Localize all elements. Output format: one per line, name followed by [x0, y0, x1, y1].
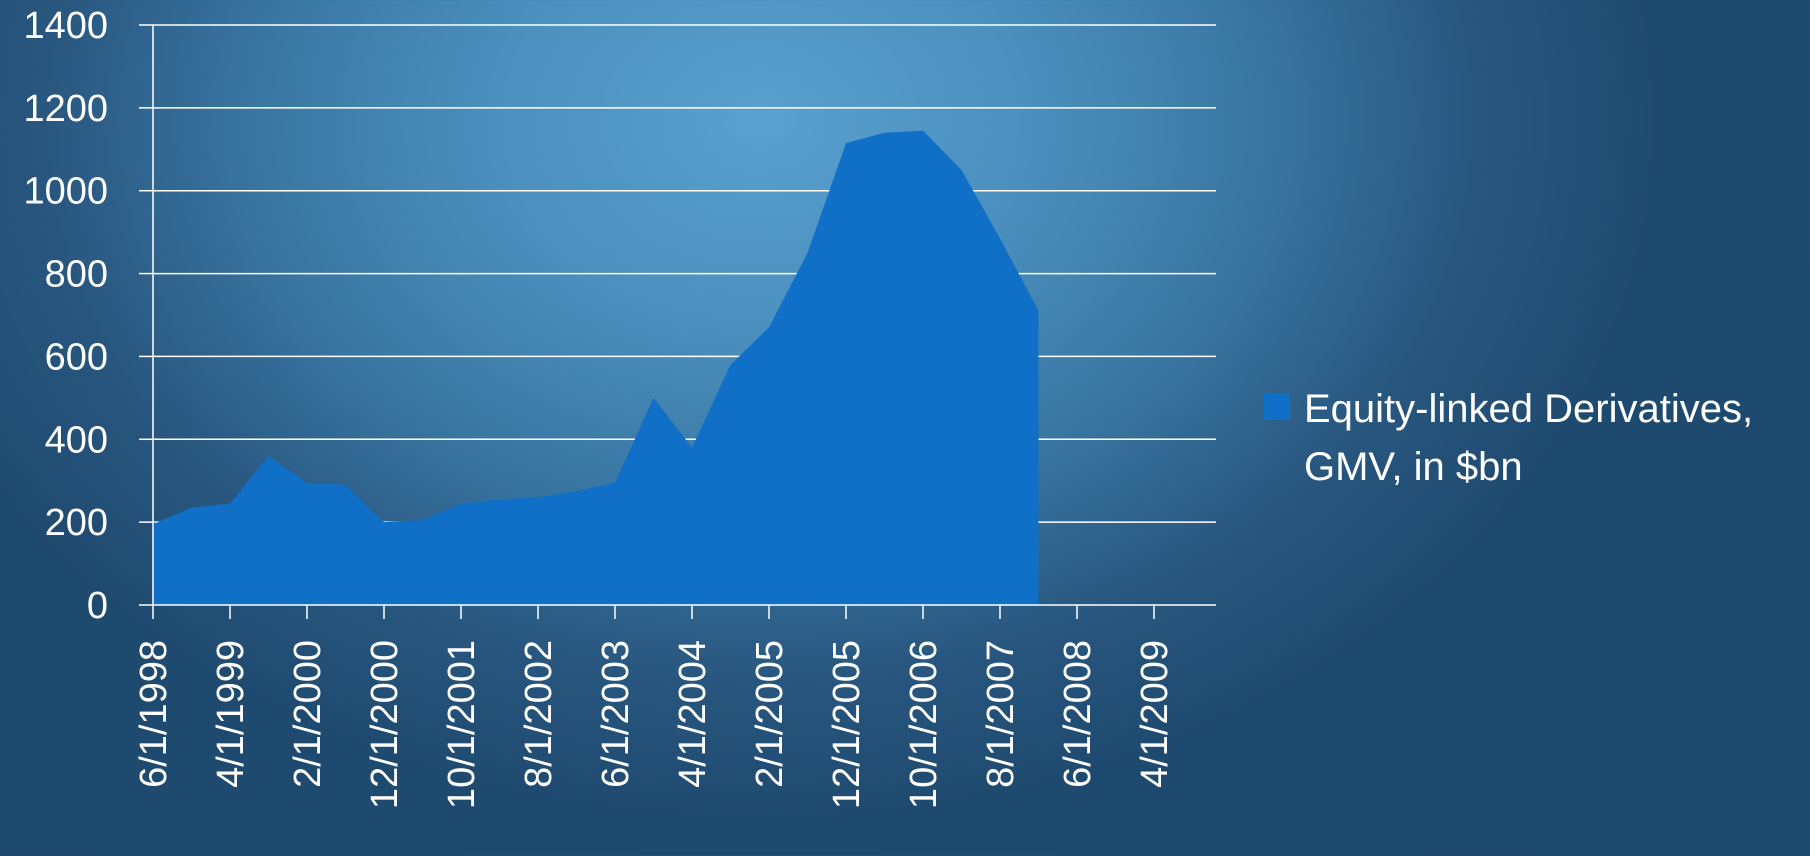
- y-tick-label: 200: [45, 502, 108, 544]
- series-area: [153, 130, 1039, 605]
- y-tick-label: 1200: [23, 88, 108, 130]
- x-axis-tick-labels: 6/1/1998 4/1/1999 2/1/2000 12/1/2000 10/1/20…: [133, 640, 1176, 809]
- x-tick-label: 2/1/2000: [287, 640, 329, 788]
- x-tick-label: 10/1/2001: [441, 640, 483, 809]
- x-tick-label: 10/1/2006: [903, 640, 945, 809]
- x-tick-label: 6/1/2003: [595, 640, 637, 788]
- x-tick-label: 6/1/2008: [1057, 640, 1099, 788]
- x-tick-label: 12/1/2000: [364, 640, 406, 809]
- x-tick-label: 2/1/2005: [749, 640, 791, 788]
- legend: Equity-linked Derivatives, GMV, in $bn: [1264, 380, 1810, 496]
- x-tick-label: 12/1/2005: [826, 640, 868, 809]
- y-tick-label: 1400: [23, 5, 108, 47]
- x-tick-label: 6/1/1998: [133, 640, 175, 788]
- y-tick-label: 400: [45, 419, 108, 461]
- plot-area: [153, 130, 1039, 605]
- gridlines: [153, 24, 1216, 523]
- y-tick-label: 1000: [23, 171, 108, 213]
- x-tick-label: 4/1/2004: [672, 640, 714, 788]
- legend-label: Equity-linked Derivatives, GMV, in $bn: [1304, 387, 1754, 489]
- x-tick-label: 8/1/2002: [518, 640, 560, 788]
- y-tick-label: 800: [45, 254, 108, 296]
- y-tick-label: 600: [45, 336, 108, 378]
- legend-swatch: [1264, 394, 1290, 420]
- x-tick-label: 8/1/2007: [980, 640, 1022, 788]
- x-tick-label: 4/1/1999: [210, 640, 252, 788]
- x-tick-label: 4/1/2009: [1134, 640, 1176, 788]
- y-tick-label: 0: [87, 585, 108, 627]
- axes: [139, 24, 1216, 619]
- y-axis-tick-labels: 0 200 400 600 800 1000 1200 1400: [23, 5, 108, 627]
